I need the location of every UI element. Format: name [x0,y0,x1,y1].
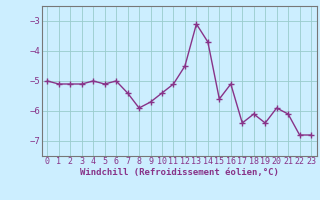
X-axis label: Windchill (Refroidissement éolien,°C): Windchill (Refroidissement éolien,°C) [80,168,279,177]
